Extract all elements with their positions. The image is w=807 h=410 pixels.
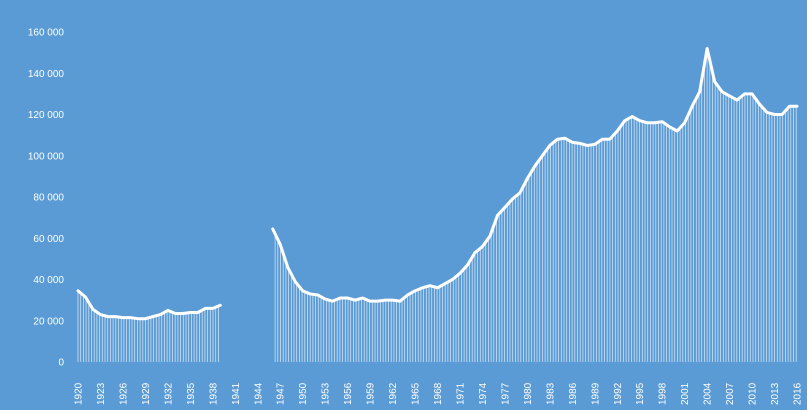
x-tick-label: 1986 bbox=[568, 382, 579, 405]
x-tick-label: 1977 bbox=[500, 382, 511, 405]
x-tick-label: 1959 bbox=[366, 382, 377, 405]
x-tick-label: 1968 bbox=[433, 382, 444, 405]
y-tick-label: 0 bbox=[58, 358, 64, 369]
x-tick-label: 1923 bbox=[96, 382, 107, 405]
x-tick-label: 1938 bbox=[208, 382, 219, 405]
y-tick-label: 100 000 bbox=[28, 151, 65, 162]
x-tick-label: 1956 bbox=[343, 382, 354, 405]
x-tick-label: 1929 bbox=[141, 382, 152, 405]
x-tick-label: 2013 bbox=[770, 382, 781, 405]
x-tick-label: 1941 bbox=[231, 382, 242, 405]
x-tick-label: 1944 bbox=[253, 382, 264, 405]
x-tick-label: 1995 bbox=[635, 382, 646, 405]
x-tick-label: 2016 bbox=[793, 382, 804, 405]
x-tick-label: 1953 bbox=[321, 382, 332, 405]
x-tick-label: 2010 bbox=[748, 382, 759, 405]
x-tick-label: 1983 bbox=[545, 382, 556, 405]
x-tick-label: 2007 bbox=[725, 382, 736, 405]
y-tick-label: 80 000 bbox=[33, 193, 64, 204]
x-tick-label: 1980 bbox=[523, 382, 534, 405]
x-axis: 1920 1923 1926 1929 1932 1935 1938 1941 1944 1947… bbox=[74, 382, 804, 405]
series-line bbox=[76, 47, 799, 321]
x-tick-label: 1947 bbox=[276, 382, 287, 405]
x-tick-label: 1989 bbox=[590, 382, 601, 405]
x-tick-label: 1998 bbox=[658, 382, 669, 405]
x-tick-label: 2004 bbox=[703, 382, 714, 405]
x-tick-label: 1920 bbox=[74, 382, 85, 405]
x-tick-label: 1932 bbox=[163, 382, 174, 405]
x-tick-label: 1935 bbox=[186, 382, 197, 405]
y-tick-label: 60 000 bbox=[33, 234, 64, 245]
series-line-group bbox=[76, 47, 799, 321]
x-tick-label: 1950 bbox=[298, 382, 309, 405]
y-axis: 0 20 000 40 000 60 000 80 000 100 000 120 000 1… bbox=[28, 28, 65, 369]
x-tick-label: 1965 bbox=[411, 382, 422, 405]
y-tick-label: 140 000 bbox=[28, 69, 65, 80]
y-tick-label: 40 000 bbox=[33, 275, 64, 286]
x-tick-label: 1992 bbox=[613, 382, 624, 405]
y-tick-label: 20 000 bbox=[33, 316, 64, 327]
area-fill-lines bbox=[77, 48, 797, 362]
x-tick-label: 1971 bbox=[455, 382, 466, 405]
x-tick-label: 2001 bbox=[680, 382, 691, 405]
y-tick-label: 120 000 bbox=[28, 110, 65, 121]
x-tick-label: 1974 bbox=[478, 382, 489, 405]
x-tick-label: 1926 bbox=[118, 382, 129, 405]
x-tick-label: 1962 bbox=[388, 382, 399, 405]
y-tick-label: 160 000 bbox=[28, 28, 65, 39]
